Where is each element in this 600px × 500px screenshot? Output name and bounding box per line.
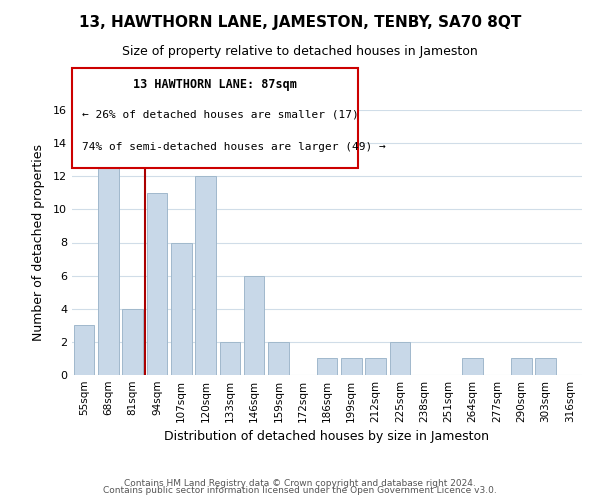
Bar (74, 326, 94, 375)
Text: ← 26% of detached houses are smaller (17): ← 26% of detached houses are smaller (17… (82, 110, 359, 120)
Text: Size of property relative to detached houses in Jameston: Size of property relative to detached ho… (122, 45, 478, 58)
Bar (220, 342, 240, 375)
Text: 74% of semi-detached houses are larger (49) →: 74% of semi-detached houses are larger (… (82, 142, 386, 152)
Text: Contains HM Land Registry data © Crown copyright and database right 2024.: Contains HM Land Registry data © Crown c… (124, 478, 476, 488)
FancyBboxPatch shape (72, 68, 358, 168)
Bar (122, 308, 143, 375)
Bar (365, 358, 386, 375)
Bar (171, 242, 191, 375)
Bar (341, 358, 362, 375)
Bar (389, 342, 410, 375)
Bar (98, 160, 119, 375)
Bar (317, 358, 337, 375)
Bar (463, 358, 483, 375)
Bar (511, 358, 532, 375)
Text: 13, HAWTHORN LANE, JAMESTON, TENBY, SA70 8QT: 13, HAWTHORN LANE, JAMESTON, TENBY, SA70… (79, 15, 521, 30)
Text: 13 HAWTHORN LANE: 87sqm: 13 HAWTHORN LANE: 87sqm (133, 78, 297, 91)
Bar (535, 358, 556, 375)
Bar (146, 193, 167, 375)
Bar (244, 276, 265, 375)
Bar (268, 342, 289, 375)
Y-axis label: Number of detached properties: Number of detached properties (32, 144, 44, 341)
Bar (195, 176, 216, 375)
X-axis label: Distribution of detached houses by size in Jameston: Distribution of detached houses by size … (164, 430, 490, 444)
Text: Contains public sector information licensed under the Open Government Licence v3: Contains public sector information licen… (103, 486, 497, 495)
